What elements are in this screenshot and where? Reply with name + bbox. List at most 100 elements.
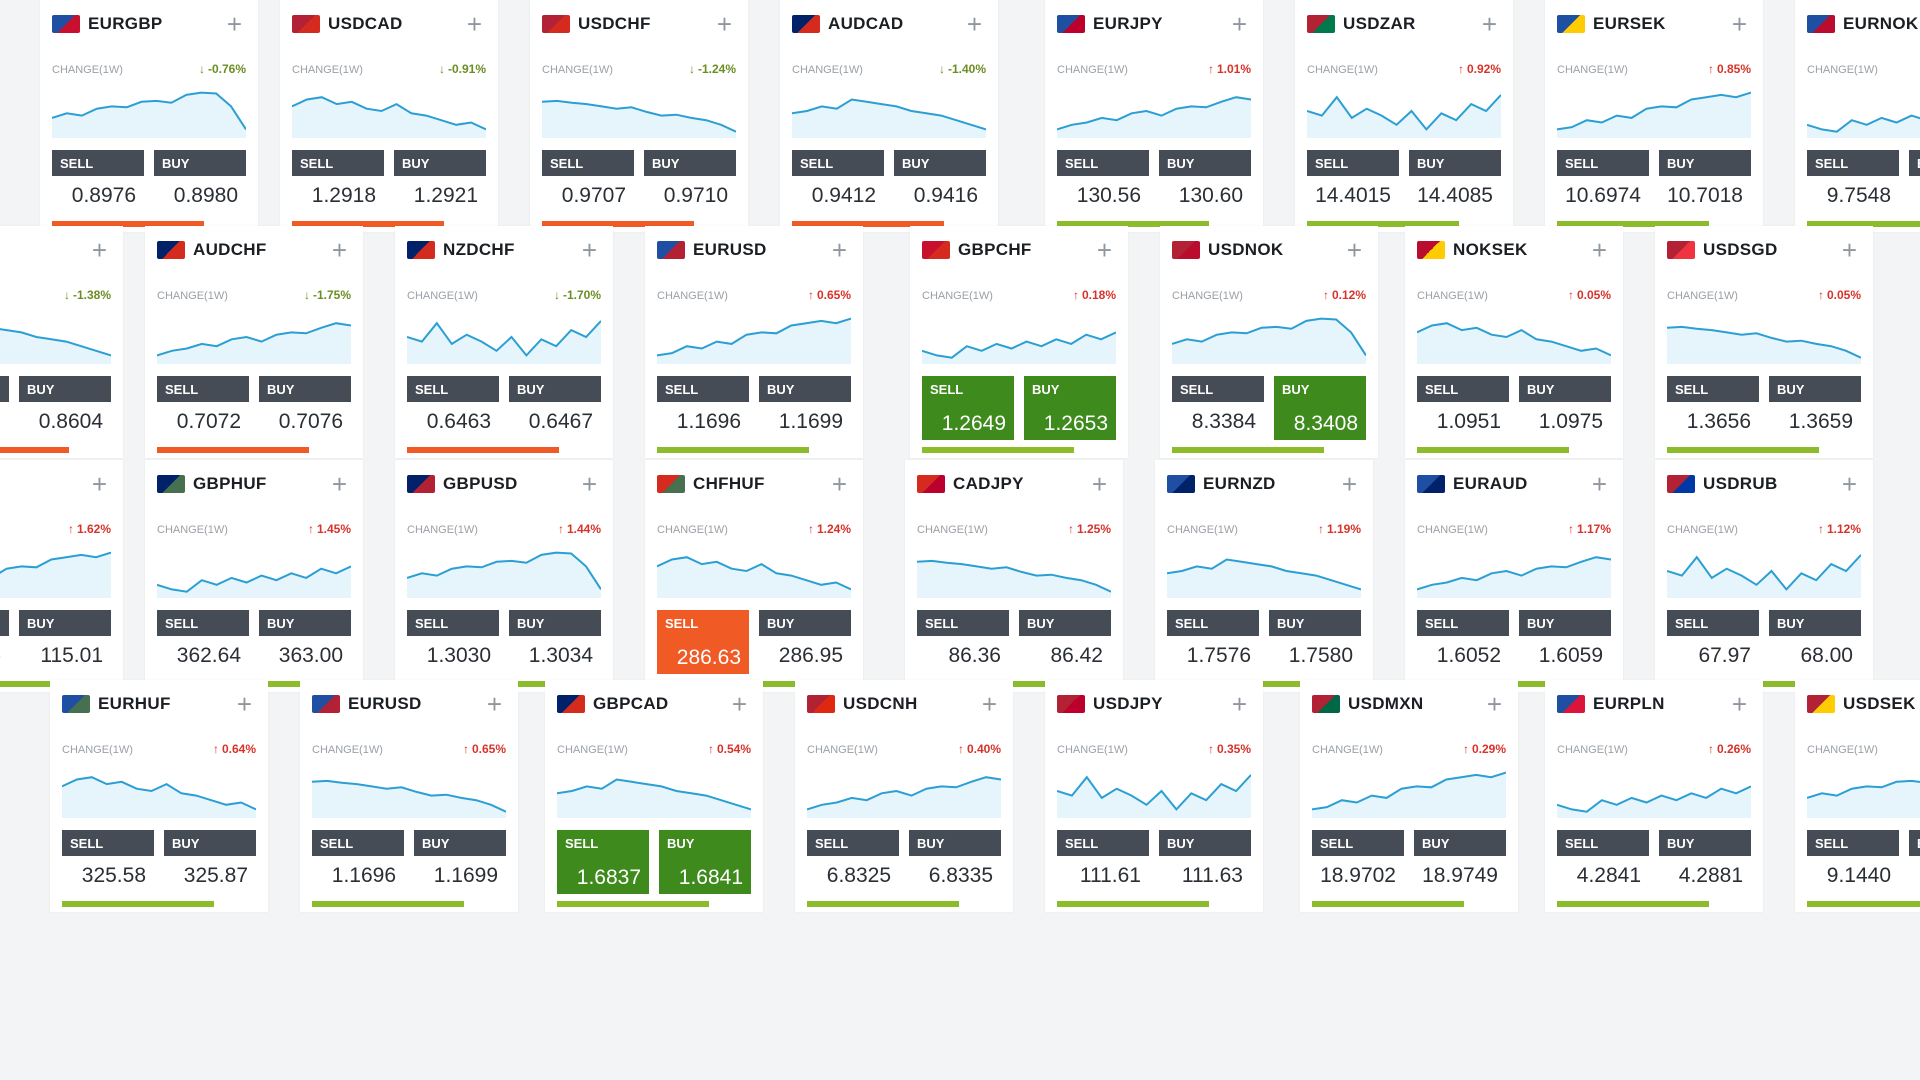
buy-button[interactable]: BUY (659, 830, 751, 894)
sell-button[interactable]: SELL (807, 830, 899, 856)
sell-price[interactable]: 325.58 (81, 864, 146, 887)
sell-button[interactable]: SELL (1057, 830, 1149, 856)
instrument-card-gbpchf[interactable]: GBPCHF + CHANGE(1W) ↑ 0.18% SELL BUY 1.2649 1.26… (910, 226, 1128, 458)
instrument-card-usdchf[interactable]: USDCHF + CHANGE(1W) ↓ -1.24% SELL BUY 0.9707 0.9… (530, 0, 748, 232)
sell-button[interactable]: SELL (1807, 830, 1899, 856)
add-to-watchlist-icon[interactable]: + (1731, 9, 1747, 39)
sell-price[interactable]: 1.6052 (1436, 644, 1501, 667)
buy-button[interactable]: BUY (19, 610, 111, 636)
add-to-watchlist-icon[interactable]: + (581, 235, 597, 265)
buy-price[interactable]: 1.1699 (778, 410, 843, 433)
buy-button[interactable]: BUY (1159, 150, 1251, 176)
add-to-watchlist-icon[interactable]: + (466, 9, 482, 39)
buy-button[interactable]: BUY (759, 376, 851, 402)
buy-button[interactable]: BUY (1659, 830, 1751, 856)
buy-price[interactable]: 115.01 (40, 644, 103, 667)
add-to-watchlist-icon[interactable]: + (91, 469, 107, 499)
sell-price[interactable]: 10.6974 (1565, 184, 1641, 207)
sell-button[interactable]: SELL (407, 610, 499, 636)
buy-price[interactable]: 1.6059 (1538, 644, 1603, 667)
buy-price[interactable]: 1.7580 (1288, 644, 1353, 667)
buy-button[interactable]: BUY (1414, 830, 1506, 856)
add-to-watchlist-icon[interactable]: + (226, 9, 242, 39)
sell-price[interactable]: 0.9707 (561, 184, 626, 207)
buy-price[interactable]: 86.42 (1050, 644, 1103, 667)
sell-price[interactable]: 0.8976 (71, 184, 136, 207)
sell-button[interactable]: SELL (922, 376, 1014, 440)
add-to-watchlist-icon[interactable]: + (1731, 689, 1747, 719)
buy-price[interactable]: 18.9749 (1422, 864, 1498, 887)
sell-price[interactable]: 18.9702 (1320, 864, 1396, 887)
buy-price[interactable]: 0.6467 (528, 410, 593, 433)
instrument-card-chfhuf[interactable]: CHFHUF + CHANGE(1W) ↑ 1.24% SELL BUY 286.63 286.… (645, 460, 863, 692)
instrument-card-cadjpy[interactable]: CADJPY + CHANGE(1W) ↑ 1.25% SELL BUY 86.36 86.42 (905, 460, 1123, 692)
sell-button[interactable]: SELL (312, 830, 404, 856)
instrument-card-usdmxn[interactable]: USDMXN + CHANGE(1W) ↑ 0.29% SELL BUY 18.9702 18.… (1300, 680, 1518, 912)
buy-price[interactable]: 0.8980 (173, 184, 238, 207)
buy-button[interactable]: BUY (1909, 150, 1920, 176)
add-to-watchlist-icon[interactable]: + (1346, 235, 1362, 265)
buy-price[interactable]: 1.3034 (528, 644, 593, 667)
buy-button[interactable]: BUY (894, 150, 986, 176)
buy-button[interactable]: BUY (19, 376, 111, 402)
sell-price[interactable]: 67.97 (1698, 644, 1751, 667)
instrument-card-usdzar[interactable]: USDZAR + CHANGE(1W) ↑ 0.92% SELL BUY 14.4015 14.… (1295, 0, 1513, 232)
buy-button[interactable]: BUY (909, 830, 1001, 856)
buy-button[interactable]: BUY (1909, 830, 1920, 856)
buy-button[interactable]: BUY (509, 610, 601, 636)
add-to-watchlist-icon[interactable]: + (831, 235, 847, 265)
sell-button[interactable]: SELL (1417, 376, 1509, 402)
instrument-card-usdsgd[interactable]: USDSGD + CHANGE(1W) ↑ 0.05% SELL BUY 1.3656 1.36… (1655, 226, 1873, 458)
instrument-card-eurusd[interactable]: EURUSD + CHANGE(1W) ↑ 0.65% SELL BUY 1.1696 1.16… (645, 226, 863, 458)
sell-price[interactable]: 1.6837 (576, 866, 641, 889)
sell-price[interactable]: 286.63 (676, 646, 741, 669)
instrument-card-eurnok[interactable]: EURNOK+ CHANGE(1W) SELL BUY 9.7548 (1795, 0, 1920, 232)
instrument-card-eurjpy[interactable]: EURJPY + CHANGE(1W) ↑ 1.01% SELL BUY 130.56 130.… (1045, 0, 1263, 232)
sell-button[interactable]: SELL (657, 610, 749, 674)
instrument-card-usdrub[interactable]: USDRUB + CHANGE(1W) ↑ 1.12% SELL BUY 67.97 68.00 (1655, 460, 1873, 692)
buy-price[interactable]: 1.2921 (413, 184, 478, 207)
add-to-watchlist-icon[interactable]: + (831, 469, 847, 499)
sell-button[interactable]: SELL (0, 376, 9, 402)
buy-button[interactable]: BUY (644, 150, 736, 176)
add-to-watchlist-icon[interactable]: + (731, 689, 747, 719)
sell-price[interactable]: 1.3656 (1686, 410, 1751, 433)
buy-button[interactable]: BUY (259, 610, 351, 636)
add-to-watchlist-icon[interactable]: + (1231, 9, 1247, 39)
sell-button[interactable]: SELL (917, 610, 1009, 636)
buy-button[interactable]: BUY (1274, 376, 1366, 440)
add-to-watchlist-icon[interactable]: + (1341, 469, 1357, 499)
sell-button[interactable]: SELL (1307, 150, 1399, 176)
sell-price[interactable]: 130.56 (1076, 184, 1141, 207)
add-to-watchlist-icon[interactable]: + (236, 689, 252, 719)
sell-price[interactable]: 0.9412 (811, 184, 876, 207)
buy-button[interactable]: BUY (394, 150, 486, 176)
instrument-card-eurusd[interactable]: EURUSD + CHANGE(1W) ↑ 0.65% SELL BUY 1.1696 1.16… (300, 680, 518, 912)
add-to-watchlist-icon[interactable]: + (331, 235, 347, 265)
add-to-watchlist-icon[interactable]: + (981, 689, 997, 719)
instrument-card-usdnok[interactable]: USDNOK + CHANGE(1W) ↑ 0.12% SELL BUY 8.3384 8.34… (1160, 226, 1378, 458)
instrument-card-eurpln[interactable]: EURPLN + CHANGE(1W) ↑ 0.26% SELL BUY 4.2841 4.28… (1545, 680, 1763, 912)
buy-button[interactable]: BUY (759, 610, 851, 636)
sell-button[interactable]: SELL (792, 150, 884, 176)
sell-price[interactable]: 9.1440 (1826, 864, 1891, 887)
buy-price[interactable]: 130.60 (1178, 184, 1243, 207)
sell-price[interactable]: 1.7576 (1186, 644, 1251, 667)
buy-price[interactable]: 363.00 (278, 644, 343, 667)
add-to-watchlist-icon[interactable]: + (1091, 469, 1107, 499)
buy-button[interactable]: BUY (154, 150, 246, 176)
instrument-card-usdsek[interactable]: USDSEK+ CHANGE(1W) SELL BUY 9.1440 (1795, 680, 1920, 912)
buy-price[interactable]: 6.8335 (928, 864, 993, 887)
sell-price[interactable]: 1.3030 (426, 644, 491, 667)
buy-button[interactable]: BUY (1019, 610, 1111, 636)
instrument-card-audchf[interactable]: AUDCHF + CHANGE(1W) ↓ -1.75% SELL BUY 0.7072 0.7… (145, 226, 363, 458)
add-to-watchlist-icon[interactable]: + (1591, 469, 1607, 499)
sell-price[interactable]: 1.0951 (1436, 410, 1501, 433)
sell-price[interactable]: 0.6463 (426, 410, 491, 433)
sell-button[interactable]: SELL (657, 376, 749, 402)
add-to-watchlist-icon[interactable]: + (1096, 235, 1112, 265)
buy-button[interactable]: BUY (1409, 150, 1501, 176)
sell-price[interactable]: 6.8325 (826, 864, 891, 887)
sell-button[interactable]: SELL (62, 830, 154, 856)
